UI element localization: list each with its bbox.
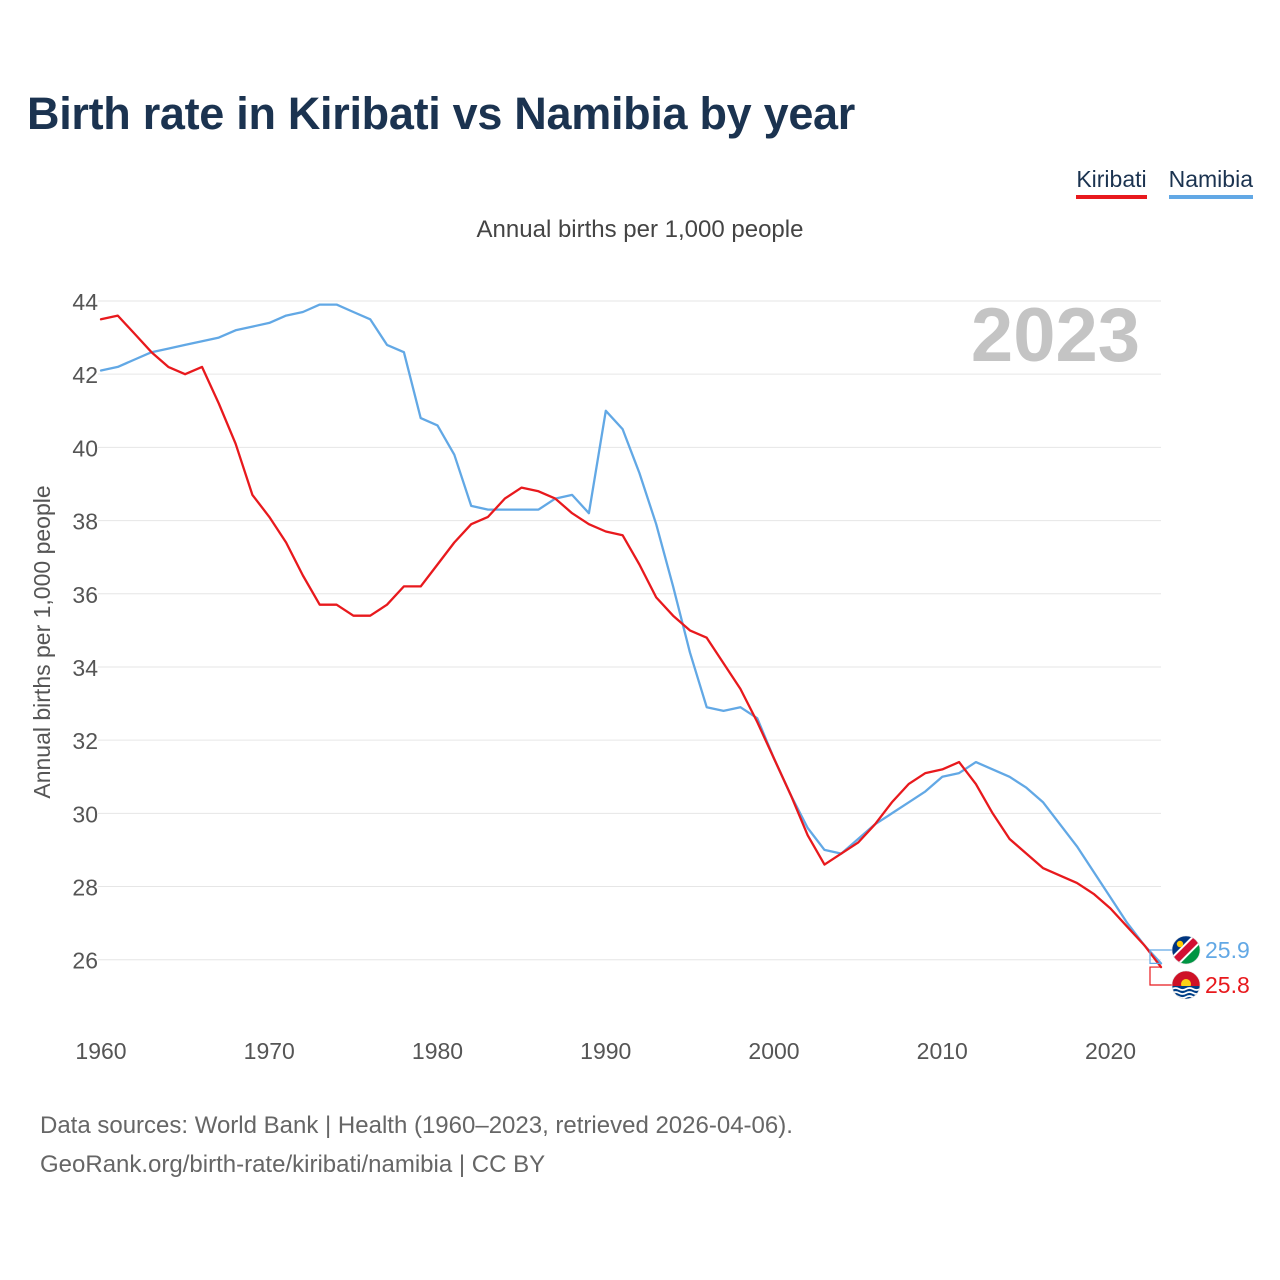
x-tick-label: 1980 bbox=[412, 1038, 463, 1064]
y-tick-label: 32 bbox=[72, 728, 98, 754]
x-tick-label: 2020 bbox=[1085, 1038, 1136, 1064]
legend-item-kiribati[interactable]: Kiribati bbox=[1076, 166, 1147, 199]
kiribati-flag-icon bbox=[1172, 971, 1200, 999]
y-tick-label: 28 bbox=[72, 875, 98, 901]
y-tick-label: 34 bbox=[72, 655, 98, 681]
end-value-namibia: 25.9 bbox=[1205, 937, 1250, 963]
footer-link[interactable]: GeoRank.org/birth-rate/kiribati/namibia … bbox=[40, 1151, 546, 1178]
footer: Data sources: World Bank | Health (1960–… bbox=[40, 1106, 793, 1184]
legend-item-namibia[interactable]: Namibia bbox=[1168, 166, 1253, 199]
footer-source: Data sources: World Bank | Health (1960–… bbox=[40, 1112, 793, 1139]
legend: Kiribati Namibia bbox=[1076, 166, 1253, 199]
y-tick-label: 36 bbox=[72, 582, 98, 608]
namibia-flag-icon bbox=[1172, 936, 1200, 964]
x-tick-label: 1970 bbox=[244, 1038, 295, 1064]
y-tick-label: 38 bbox=[72, 509, 98, 535]
x-tick-label: 2010 bbox=[917, 1038, 968, 1064]
namibia-flag-ring bbox=[1171, 935, 1201, 965]
line-chart: 26 28 30 32 34 36 38 40 42 44 1960 1970 1980 1990 2000… bbox=[29, 289, 1250, 1064]
x-tick-label: 2000 bbox=[748, 1038, 799, 1064]
connector-namibia bbox=[1149, 949, 1172, 965]
y-tick-label: 30 bbox=[72, 801, 98, 827]
chart-subtitle: Annual births per 1,000 people bbox=[476, 216, 804, 243]
chart-title: Birth rate in Kiribati vs Namibia by yea… bbox=[27, 88, 855, 139]
series-line-kiribati bbox=[99, 314, 1163, 969]
year-watermark: 2023 bbox=[971, 293, 1140, 378]
y-tick-label: 42 bbox=[72, 362, 98, 388]
y-tick-label: 26 bbox=[72, 948, 98, 974]
end-value-kiribati: 25.8 bbox=[1205, 972, 1250, 998]
y-tick-label: 40 bbox=[72, 435, 98, 461]
connector-kiribati bbox=[1149, 966, 1172, 986]
kiribati-flag-ring bbox=[1171, 970, 1201, 1000]
series-line-namibia bbox=[99, 303, 1163, 965]
x-tick-label: 1960 bbox=[75, 1038, 126, 1064]
x-tick-label: 1990 bbox=[580, 1038, 631, 1064]
y-axis-label: Annual births per 1,000 people bbox=[29, 485, 55, 798]
y-tick-label: 44 bbox=[72, 289, 98, 315]
